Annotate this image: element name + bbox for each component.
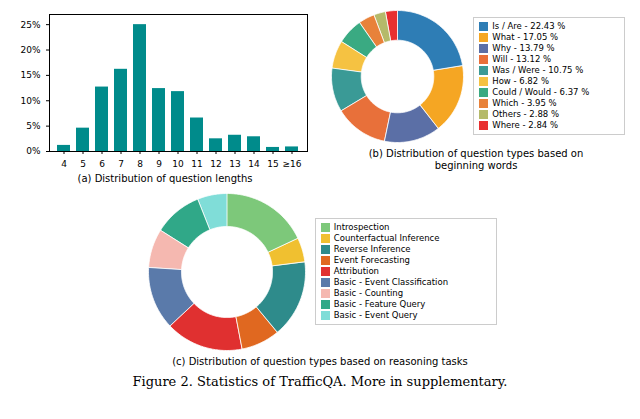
html-text:How - 6.82 %: How - 6.82 % xyxy=(492,76,549,86)
svg-text:15: 15 xyxy=(267,159,278,169)
html-text:Reverse Inference: Reverse Inference xyxy=(333,244,411,254)
html-text:Will - 13.12 %: Will - 13.12 % xyxy=(492,54,552,64)
html-text:Basic - Event Query: Basic - Event Query xyxy=(333,310,418,320)
html-text:Is / Are - 22.43 %: Is / Are - 22.43 % xyxy=(492,21,566,31)
html-text:Event Forecasting: Event Forecasting xyxy=(333,255,410,265)
svg-text:10: 10 xyxy=(172,159,184,169)
svg-text:5%: 5% xyxy=(26,121,41,131)
svg-text:13: 13 xyxy=(229,159,240,169)
svg-text:14: 14 xyxy=(248,159,260,169)
svg-text:6: 6 xyxy=(99,159,105,169)
svg-text:0%: 0% xyxy=(26,146,41,156)
svg-text:≥16: ≥16 xyxy=(283,159,302,169)
html-text:Attribution: Attribution xyxy=(333,266,379,276)
html-text:(b) Distribution of question t: (b) Distribution of question types based… xyxy=(368,148,584,171)
html-text:(c) Distribution of question t: (c) Distribution of question types based… xyxy=(172,356,468,367)
html-text:Counterfactual Inference: Counterfactual Inference xyxy=(333,233,440,243)
html-text:Where - 2.84 %: Where - 2.84 % xyxy=(492,120,558,130)
html-text:Basic - Counting: Basic - Counting xyxy=(333,288,404,298)
svg-text:25%: 25% xyxy=(20,20,40,30)
html-text:Basic - Event Classification: Basic - Event Classification xyxy=(333,277,448,287)
svg-text:4: 4 xyxy=(61,159,67,169)
html-text:(a) Distribution of question l: (a) Distribution of question lengths xyxy=(77,173,253,184)
svg-text:11: 11 xyxy=(191,159,202,169)
svg-text:5: 5 xyxy=(80,159,86,169)
html-text:Others - 2.88 %: Others - 2.88 % xyxy=(492,109,559,119)
html-text:Basic - Feature Query: Basic - Feature Query xyxy=(333,299,426,309)
html-text:What - 17.05 %: What - 17.05 % xyxy=(492,32,559,42)
html-text:Figure 2. Statistics of Traffi: Figure 2. Statistics of TrafficQA. More … xyxy=(132,374,508,389)
html-text:Which - 3.95 %: Which - 3.95 % xyxy=(492,98,557,108)
svg-text:12: 12 xyxy=(210,159,221,169)
svg-text:7: 7 xyxy=(118,159,124,169)
svg-text:8: 8 xyxy=(137,159,143,169)
svg-text:10%: 10% xyxy=(20,96,40,106)
html-text:Could / Would - 6.37 %: Could / Would - 6.37 % xyxy=(492,87,590,97)
svg-text:20%: 20% xyxy=(20,45,40,55)
html-text:Introspection: Introspection xyxy=(333,222,390,232)
html-text:Was / Were - 10.75 %: Was / Were - 10.75 % xyxy=(492,65,584,75)
svg-text:9: 9 xyxy=(156,159,162,169)
html-text:Why - 13.79 %: Why - 13.79 % xyxy=(492,43,555,53)
svg-text:15%: 15% xyxy=(20,70,40,80)
